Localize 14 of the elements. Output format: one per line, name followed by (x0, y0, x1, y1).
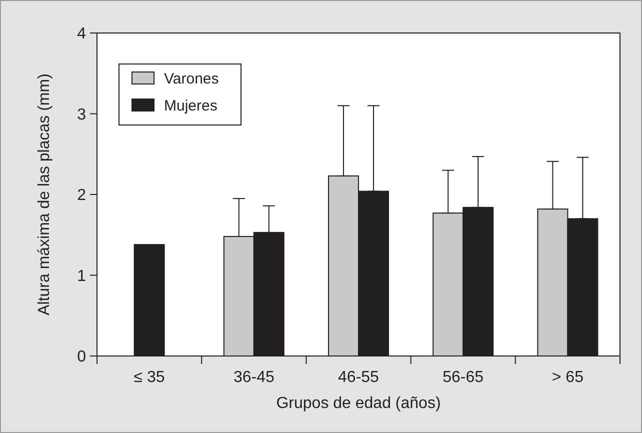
y-tick-label: 3 (77, 106, 86, 124)
x-tick-label: 46-55 (338, 369, 380, 386)
y-tick-label: 2 (77, 187, 86, 204)
y-axis-title: Altura máxima de las placas (mm) (36, 74, 53, 316)
y-tick-label: 0 (77, 348, 86, 366)
x-tick-label: ≤ 35 (134, 369, 165, 386)
x-tick-label: 56-65 (442, 369, 484, 386)
y-tick-label: 1 (77, 268, 86, 285)
x-tick-label: > 65 (552, 369, 584, 386)
legend-label: Varones (164, 70, 219, 88)
y-tick-label: 4 (77, 26, 86, 43)
legend-label: Mujeres (164, 97, 218, 114)
x-axis-title: Grupos de edad (años) (276, 395, 441, 412)
x-tick-label: 36-45 (233, 369, 274, 386)
